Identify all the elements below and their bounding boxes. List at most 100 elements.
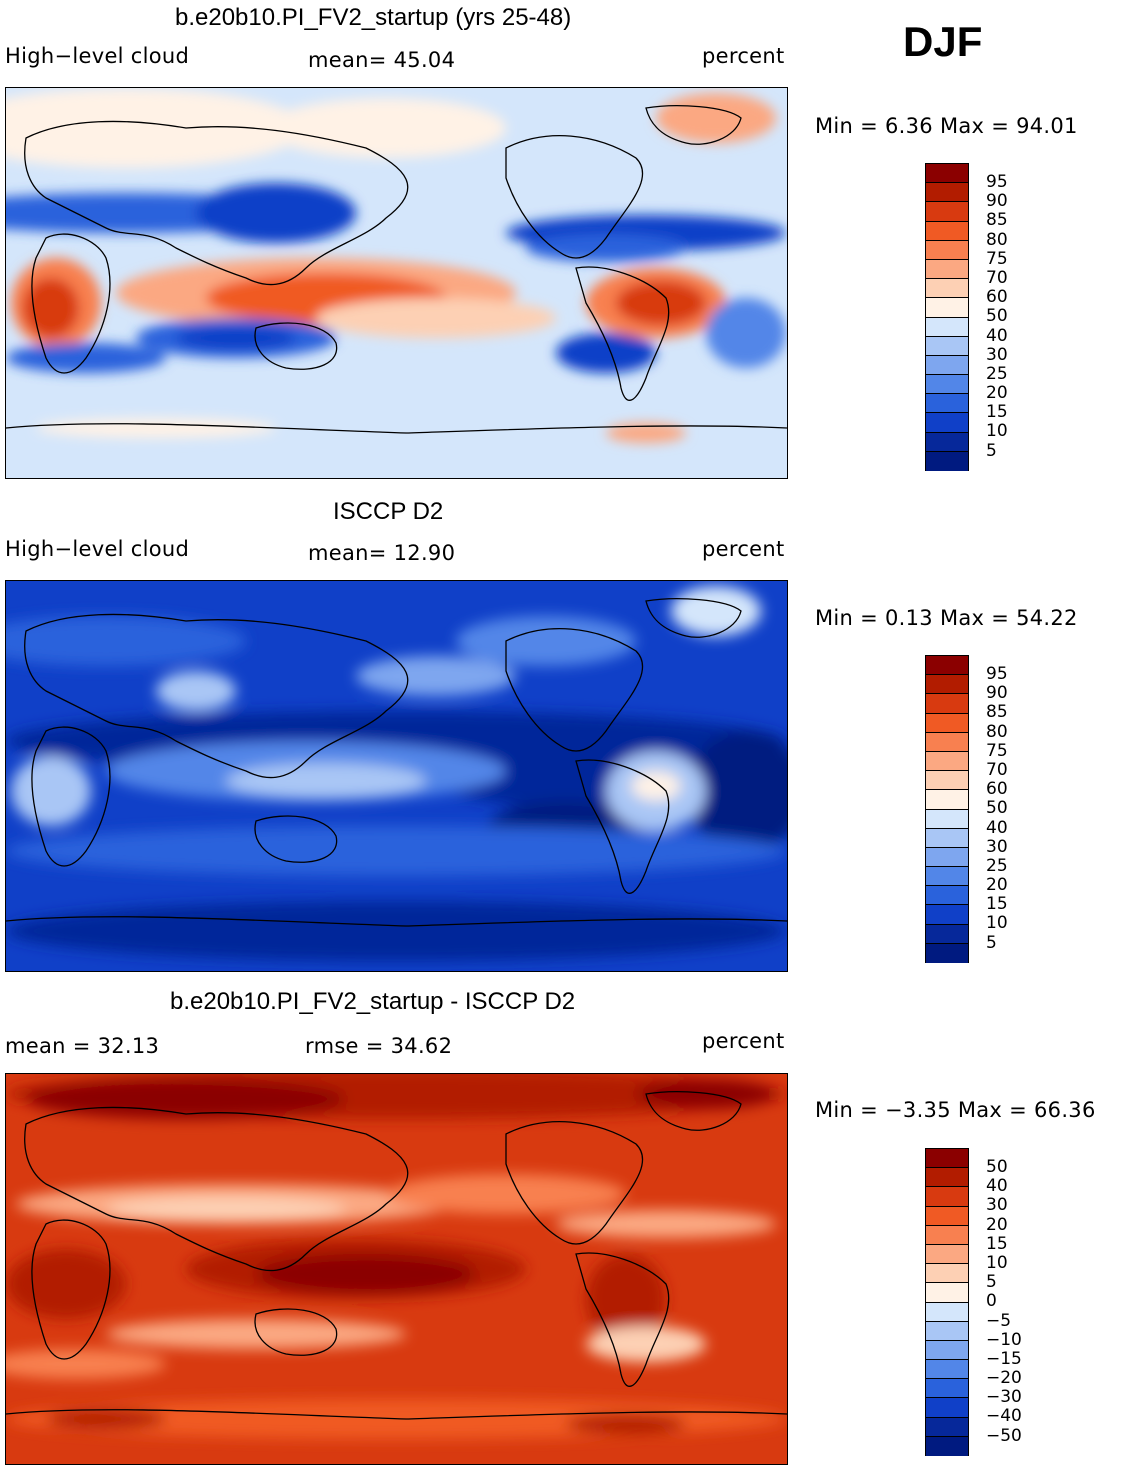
colorbar-tick-label: 70 [986,759,1008,780]
panel1-mean-label: mean= 45.04 [308,48,456,72]
season-label: DJF [903,18,983,65]
colorbar-swatch [926,355,968,376]
panel3-colorbar [925,1148,969,1456]
colorbar-swatch [926,1206,968,1226]
colorbar-tick-label: 5 [986,1272,997,1293]
colorbar-swatch [926,413,968,433]
panel1-map [5,87,788,479]
colorbar-swatch [926,1398,968,1418]
colorbar-swatch [926,1225,968,1245]
colorbar-swatch [926,202,968,222]
colorbar-swatch [926,828,968,848]
colorbar-tick-label: 10 [986,1252,1008,1273]
colorbar-tick-label: −30 [986,1387,1022,1408]
colorbar-swatch [926,675,968,695]
panel3-title: b.e20b10.PI_FV2_startup - ISCCP D2 [170,988,576,1015]
panel2-minmax: Min = 0.13 Max = 54.22 [815,606,1078,630]
colorbar-swatch [926,259,968,280]
panel2-colorbar [925,655,969,963]
colorbar-tick-label: −10 [986,1329,1022,1350]
colorbar-tick-label: 15 [986,1233,1008,1254]
panel2-colorbar-labels: 95 90 85 80 75 70 60 50 40 30 25 20 15 1… [986,664,1008,953]
colorbar-tick-label: 5 [986,932,997,953]
colorbar-swatch [926,886,968,906]
colorbar-swatch [926,336,968,356]
panel3-rmse-label: rmse = 34.62 [305,1034,453,1058]
colorbar-tick-label: 25 [986,363,1008,384]
colorbar-tick-label: 75 [986,740,1008,761]
colorbar-tick-label: 95 [986,664,1008,684]
colorbar-tick-label: 50 [986,798,1008,819]
panel2-map [5,580,788,972]
colorbar-tick-label: 85 [986,702,1008,723]
colorbar-tick-label: 50 [986,306,1008,327]
colorbar-swatch [926,1264,968,1284]
colorbar-tick-label: 70 [986,267,1008,288]
colorbar-tick-label: 80 [986,229,1008,250]
panel1-colorbar [925,163,969,471]
panel2-mean-label: mean= 12.90 [308,541,456,565]
colorbar-swatch [926,713,968,733]
colorbar-swatch [926,924,968,944]
colorbar-tick-label: 80 [986,721,1008,742]
colorbar-swatch [926,317,968,337]
colorbar-tick-label: 10 [986,913,1008,934]
colorbar-swatch [926,656,968,676]
colorbar-swatch [926,240,968,260]
colorbar-swatch [926,1149,968,1169]
panel2-variable-label: High−level cloud [5,537,190,561]
colorbar-swatch [926,183,968,203]
colorbar-tick-label: −50 [986,1425,1022,1446]
colorbar-tick-label: 40 [986,1176,1008,1197]
colorbar-swatch [926,1436,968,1456]
colorbar-swatch [926,432,968,452]
panel1-colorbar-labels: 95 90 85 80 75 70 60 50 40 30 25 20 15 1… [986,172,1008,461]
colorbar-tick-label: 5 [986,440,997,461]
colorbar-swatch [926,221,968,241]
colorbar-tick-label: 30 [986,344,1008,365]
colorbar-tick-label: 15 [986,402,1008,423]
colorbar-swatch [926,732,968,752]
colorbar-tick-label: 20 [986,1214,1008,1235]
panel2-title: ISCCP D2 [333,498,444,525]
colorbar-swatch [926,1283,968,1303]
colorbar-swatch [926,394,968,414]
colorbar-tick-label: −40 [986,1406,1022,1427]
colorbar-tick-label: 20 [986,383,1008,404]
colorbar-swatch [926,790,968,810]
colorbar-swatch [926,771,968,791]
colorbar-swatch [926,1321,968,1341]
colorbar-swatch [926,279,968,299]
colorbar-swatch [926,847,968,868]
colorbar-tick-label: 30 [986,1195,1008,1216]
colorbar-swatch [926,694,968,714]
colorbar-swatch [926,1244,968,1265]
colorbar-tick-label: 60 [986,779,1008,800]
colorbar-swatch [926,1168,968,1188]
colorbar-tick-label: 10 [986,421,1008,442]
colorbar-tick-label: 30 [986,836,1008,857]
colorbar-tick-label: 90 [986,191,1008,212]
panel3-mean-label: mean = 32.13 [5,1034,160,1058]
colorbar-tick-label: 85 [986,210,1008,231]
colorbar-swatch [926,451,968,471]
colorbar-tick-label: 25 [986,855,1008,876]
panel2-units-label: percent [702,537,785,561]
colorbar-swatch [926,164,968,184]
colorbar-tick-label: −5 [986,1310,1012,1331]
colorbar-swatch [926,375,968,395]
colorbar-tick-label: 0 [986,1291,997,1312]
colorbar-swatch [926,1340,968,1361]
colorbar-tick-label: 60 [986,287,1008,308]
colorbar-tick-label: −15 [986,1348,1022,1369]
colorbar-tick-label: 50 [986,1157,1008,1177]
colorbar-swatch [926,1302,968,1322]
colorbar-swatch [926,943,968,963]
panel3-minmax: Min = −3.35 Max = 66.36 [815,1098,1096,1122]
panel3-units-label: percent [702,1029,785,1053]
panel1-minmax: Min = 6.36 Max = 94.01 [815,114,1078,138]
colorbar-swatch [926,1187,968,1207]
colorbar-tick-label: 75 [986,248,1008,269]
colorbar-tick-label: 90 [986,683,1008,704]
colorbar-swatch [926,1360,968,1380]
